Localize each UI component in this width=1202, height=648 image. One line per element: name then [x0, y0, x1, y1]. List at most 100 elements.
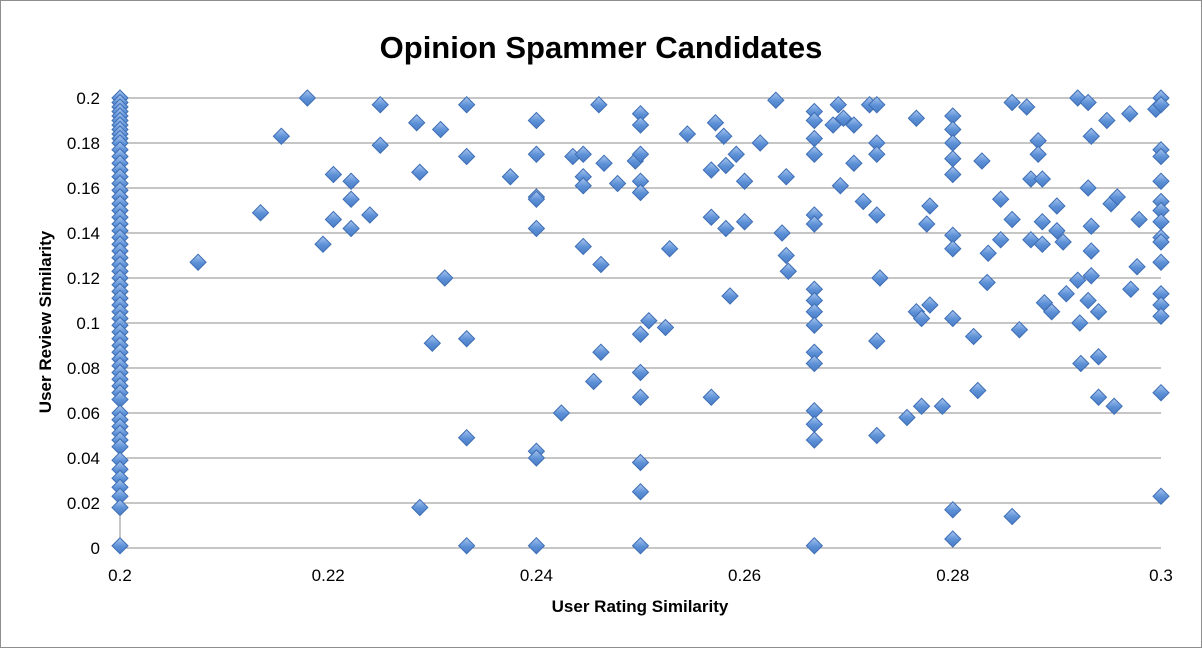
data-point — [574, 145, 592, 163]
data-point — [1079, 93, 1097, 112]
data-point — [868, 206, 886, 224]
data-point — [608, 174, 627, 193]
data-point — [1089, 348, 1108, 366]
data-point — [527, 449, 546, 467]
data-point — [921, 197, 939, 215]
y-tick-label: 0.1 — [76, 314, 100, 333]
data-point — [735, 213, 754, 231]
data-point — [592, 343, 610, 361]
y-tick-label: 0.04 — [67, 449, 100, 468]
data-point — [1128, 258, 1146, 276]
y-tick-label: 0.14 — [67, 224, 100, 243]
x-tick-label: 0.26 — [728, 566, 761, 585]
data-point — [660, 240, 679, 258]
x-tick-label: 0.22 — [312, 566, 345, 585]
data-point — [944, 150, 962, 168]
data-point — [1082, 267, 1100, 285]
data-point — [1054, 233, 1072, 251]
data-point — [407, 114, 426, 132]
data-point — [702, 208, 720, 226]
data-point — [324, 165, 343, 184]
data-point — [717, 219, 735, 238]
data-point — [1130, 210, 1148, 229]
data-point — [1072, 354, 1090, 373]
data-point — [298, 89, 317, 107]
x-tick-label: 0.3 — [1149, 566, 1173, 585]
data-point — [342, 219, 360, 238]
data-point — [314, 235, 332, 253]
data-point — [1003, 210, 1021, 229]
data-point — [431, 120, 450, 139]
data-point — [457, 429, 476, 447]
data-point — [436, 269, 454, 287]
x-tick-label: 0.28 — [936, 566, 969, 585]
data-point — [979, 244, 997, 262]
data-point — [631, 537, 650, 555]
x-tick-label: 0.2 — [108, 566, 132, 585]
data-point — [921, 296, 939, 314]
data-point — [1105, 397, 1123, 415]
data-point — [111, 498, 129, 517]
data-point — [898, 408, 916, 427]
data-point — [805, 431, 824, 449]
data-point — [1003, 507, 1021, 526]
data-point — [552, 404, 571, 422]
data-point — [1121, 105, 1139, 123]
data-point — [592, 255, 610, 274]
data-point — [805, 415, 824, 433]
data-point — [702, 388, 720, 406]
data-point — [1079, 291, 1097, 310]
data-point — [640, 312, 658, 330]
data-point — [527, 145, 546, 163]
data-point — [721, 287, 739, 305]
data-point — [702, 161, 720, 179]
data-point — [973, 152, 991, 170]
data-point — [656, 318, 675, 337]
data-point — [933, 397, 952, 415]
data-point — [944, 530, 962, 548]
data-point — [631, 116, 650, 134]
data-point — [969, 381, 987, 400]
data-point — [918, 215, 936, 233]
data-point — [527, 219, 546, 238]
data-point — [457, 96, 476, 114]
data-point — [912, 397, 931, 415]
x-tick-label: 0.24 — [520, 566, 553, 585]
data-point — [1082, 217, 1100, 235]
data-point — [805, 316, 824, 334]
data-point — [1069, 271, 1087, 289]
y-tick-label: 0.08 — [67, 359, 100, 378]
data-point — [501, 168, 520, 186]
data-point — [706, 114, 725, 132]
data-point — [1089, 303, 1108, 321]
data-point — [1022, 170, 1040, 188]
data-point — [1079, 179, 1097, 197]
data-point — [631, 183, 650, 202]
data-point — [324, 210, 343, 229]
data-point — [1033, 235, 1052, 253]
y-axis-title: User Review Similarity — [36, 230, 55, 413]
data-point — [978, 273, 996, 292]
data-point — [805, 215, 824, 233]
data-point — [735, 172, 754, 190]
data-point — [868, 96, 886, 114]
data-point — [1029, 145, 1047, 163]
data-point — [1048, 197, 1066, 215]
data-point — [342, 172, 360, 190]
data-point — [590, 96, 608, 114]
data-point — [371, 136, 389, 154]
data-point — [777, 246, 795, 265]
data-point — [1108, 188, 1126, 206]
data-point — [717, 156, 735, 175]
data-point — [574, 177, 592, 195]
data-point — [868, 426, 886, 445]
data-point — [1057, 285, 1075, 303]
data-point — [527, 190, 546, 208]
data-point — [868, 145, 886, 163]
data-point — [1122, 280, 1140, 298]
data-point — [845, 116, 863, 134]
data-point — [1152, 172, 1170, 190]
data-point — [1042, 303, 1061, 321]
data-point — [1152, 213, 1170, 231]
